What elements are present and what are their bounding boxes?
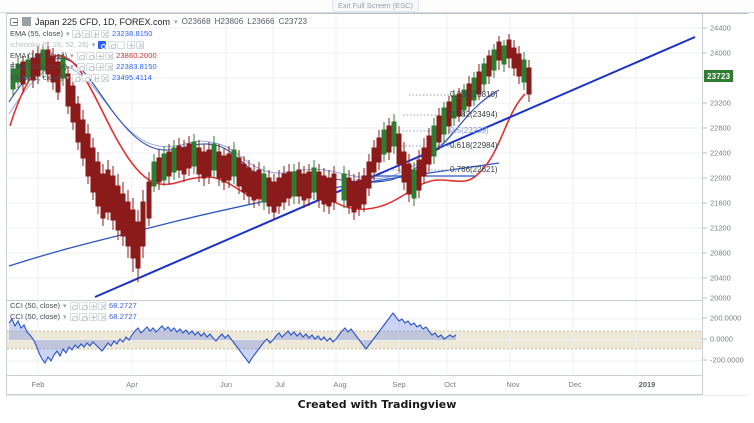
- fib-label-05: 0.5(23239): [450, 126, 489, 135]
- price-axis[interactable]: 24400 24000 23600 23200 22800 22400 2200…: [702, 14, 748, 395]
- time-label-feb: Feb: [31, 380, 45, 389]
- price-label-24000: 24000: [710, 48, 731, 58]
- price-chart-svg: [7, 14, 702, 299]
- price-label-23200: 23200: [710, 98, 731, 108]
- axis-tick: [703, 359, 707, 361]
- axis-tick: [703, 102, 707, 104]
- cci-label-0: 0.0000: [710, 334, 733, 344]
- watermark: Created with Tradingview: [297, 398, 457, 411]
- price-label-21200: 21200: [710, 223, 731, 233]
- chart-frame: 0.236(23810) 0.382(23494) 0.5(23239) 0.6…: [6, 13, 748, 395]
- cci-chart-svg: [7, 301, 702, 374]
- axis-tick: [703, 127, 707, 129]
- cci-line: [8, 312, 457, 365]
- time-label-jul: Jul: [275, 380, 285, 389]
- price-label-24400: 24400: [710, 23, 731, 33]
- grid-lines: [7, 14, 702, 299]
- fib-label-0382: 0.382(23494): [450, 110, 498, 119]
- footer-divider: [6, 395, 748, 396]
- candlestick-series: [10, 34, 532, 282]
- fib-label-0618: 0.618(22984): [450, 141, 498, 150]
- axis-tick: [703, 252, 707, 254]
- time-label-apr: Apr: [126, 380, 138, 389]
- grid-lines-vertical: [37, 301, 637, 374]
- axis-tick: [703, 277, 707, 279]
- price-label-20400: 20400: [710, 273, 731, 283]
- price-label-22000: 22000: [710, 173, 731, 183]
- fib-label-0786: 0.786(22621): [450, 165, 498, 174]
- axis-tick: [703, 297, 707, 299]
- ema-200-line: [8, 162, 500, 267]
- cci-label-200: 200.0000: [710, 313, 742, 323]
- axis-tick: [703, 27, 707, 29]
- price-label-21600: 21600: [710, 198, 731, 208]
- time-label-dec: Dec: [568, 380, 582, 389]
- time-label-oct: Oct: [444, 380, 456, 389]
- time-label-2019: 2019: [638, 380, 656, 389]
- axis-tick: [703, 52, 707, 54]
- time-label-nov: Nov: [506, 380, 520, 389]
- cci-pane[interactable]: CCI (50, close) ▾ 68.2727 CCI (50, close…: [7, 300, 702, 374]
- price-label-22400: 22400: [710, 148, 731, 158]
- axis-tick: [703, 202, 707, 204]
- top-toolbar: Exit Full Screen (ESC): [0, 0, 754, 13]
- time-axis[interactable]: Feb Apr Jun Jul Aug Sep Oct Nov Dec 2019: [7, 375, 702, 395]
- current-price-badge: 23723: [704, 70, 734, 82]
- price-label-22800: 22800: [710, 123, 731, 133]
- axis-tick: [703, 227, 707, 229]
- time-label-jun: Jun: [219, 380, 233, 389]
- ascending-trendline[interactable]: [94, 36, 696, 298]
- time-label-aug: Aug: [333, 380, 347, 389]
- axis-tick: [703, 317, 707, 319]
- axis-tick: [703, 177, 707, 179]
- price-label-20800: 20800: [710, 248, 731, 258]
- axis-tick: [703, 152, 707, 154]
- time-label-sep: Sep: [392, 380, 406, 389]
- axis-tick: [703, 338, 707, 340]
- fib-label-0236: 0.236(23810): [450, 90, 498, 99]
- cci-label-neg200: -200.0000: [710, 355, 744, 365]
- exit-fullscreen-tooltip[interactable]: Exit Full Screen (ESC): [332, 0, 420, 12]
- price-pane[interactable]: 0.236(23810) 0.382(23494) 0.5(23239) 0.6…: [7, 14, 702, 299]
- price-label-20000: 20000: [710, 293, 731, 303]
